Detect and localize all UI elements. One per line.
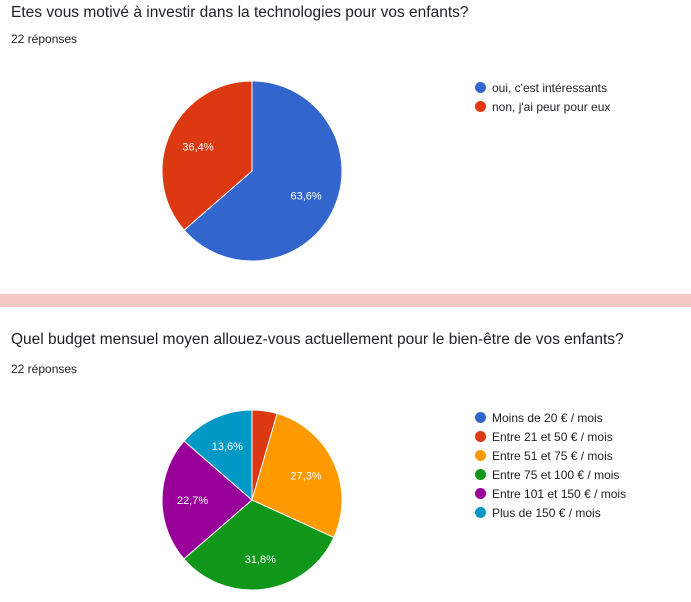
legend-label: Entre 75 et 100 € / mois bbox=[492, 467, 620, 482]
legend-motivation: oui, c'est intéressants non, j'ai peur po… bbox=[475, 78, 610, 116]
legend-label: non, j'ai peur pour eux bbox=[492, 99, 611, 114]
slice-percent-label: 22,7% bbox=[177, 495, 208, 507]
response-count: 22 réponses bbox=[11, 32, 78, 46]
legend-swatch bbox=[475, 507, 486, 518]
legend-swatch bbox=[475, 469, 486, 480]
legend-swatch bbox=[475, 412, 486, 423]
legend-item: Entre 101 et 150 € / mois bbox=[475, 484, 626, 503]
legend-swatch bbox=[475, 488, 486, 499]
legend-item: Plus de 150 € / mois bbox=[475, 503, 626, 522]
legend-item: Entre 21 et 50 € / mois bbox=[475, 427, 626, 446]
legend-label: oui, c'est intéressants bbox=[492, 80, 608, 95]
slice-percent-label: 63,6% bbox=[290, 191, 321, 203]
pie-chart-motivation: 63,6% 36,4% bbox=[161, 80, 343, 262]
legend-label: Plus de 150 € / mois bbox=[492, 505, 601, 520]
question-title: Etes vous motivé à investir dans la tech… bbox=[11, 4, 469, 21]
slice-percent-label: 36,4% bbox=[182, 141, 213, 153]
pie-slice bbox=[183, 80, 343, 262]
pie-slice bbox=[183, 499, 335, 591]
response-count: 22 réponses bbox=[11, 362, 78, 376]
legend-swatch bbox=[475, 450, 486, 461]
legend-item: Entre 75 et 100 € / mois bbox=[475, 465, 626, 484]
legend-item: Moins de 20 € / mois bbox=[475, 408, 626, 427]
legend-label: Entre 101 et 150 € / mois bbox=[492, 486, 627, 501]
question-card-budget: Quel budget mensuel moyen allouez-vous a… bbox=[0, 307, 691, 602]
question-title: Quel budget mensuel moyen allouez-vous a… bbox=[11, 331, 624, 348]
legend-item: Entre 51 et 75 € / mois bbox=[475, 446, 626, 465]
slice-percent-label: 27,3% bbox=[290, 470, 321, 482]
legend-item: oui, c'est intéressants bbox=[475, 78, 610, 97]
legend-label: Entre 21 et 50 € / mois bbox=[492, 429, 613, 444]
question-card-motivation: Etes vous motivé à investir dans la tech… bbox=[0, 0, 691, 294]
pie-slice bbox=[251, 412, 343, 539]
legend-item: non, j'ai peur pour eux bbox=[475, 97, 610, 116]
legend-budget: Moins de 20 € / mois Entre 21 et 50 € / m… bbox=[475, 408, 626, 522]
section-divider bbox=[0, 294, 691, 307]
pie-slice bbox=[183, 409, 253, 502]
slice-percent-label: 13,6% bbox=[212, 441, 243, 453]
legend-label: Moins de 20 € / mois bbox=[492, 410, 603, 425]
legend-swatch bbox=[475, 101, 486, 112]
pie-chart-budget: 27,3% 31,8% 22,7% 13,6% bbox=[161, 409, 343, 591]
legend-swatch bbox=[475, 82, 486, 93]
legend-label: Entre 51 et 75 € / mois bbox=[492, 448, 613, 463]
pie-slice bbox=[161, 440, 253, 560]
slice-percent-label: 31,8% bbox=[245, 554, 276, 566]
legend-swatch bbox=[475, 431, 486, 442]
pie-slice bbox=[161, 80, 253, 231]
